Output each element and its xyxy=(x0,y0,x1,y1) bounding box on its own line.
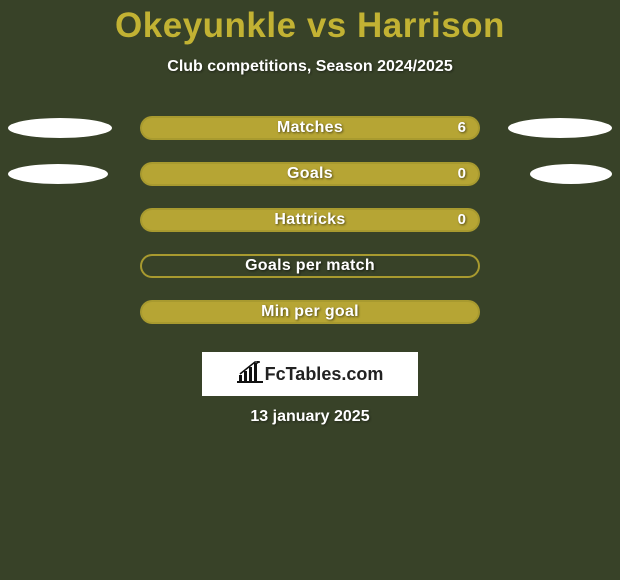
left-ellipse xyxy=(8,118,112,138)
chart-icon xyxy=(237,361,263,388)
stat-value: 0 xyxy=(458,162,466,186)
stat-row: Matches6 xyxy=(0,116,620,140)
stat-row: Goals0 xyxy=(0,162,620,186)
date-text: 13 january 2025 xyxy=(0,408,620,426)
stat-value: 0 xyxy=(458,208,466,232)
right-ellipse xyxy=(508,118,612,138)
vs-text: vs xyxy=(307,6,347,45)
left-ellipse xyxy=(8,164,108,184)
stat-row: Hattricks0 xyxy=(0,208,620,232)
right-ellipse xyxy=(530,164,612,184)
logo-box: FcTables.com xyxy=(202,352,418,396)
subtitle: Club competitions, Season 2024/2025 xyxy=(0,58,620,76)
stat-label: Goals xyxy=(140,162,480,186)
stat-value: 6 xyxy=(458,116,466,140)
page-title: Okeyunkle vs Harrison xyxy=(0,6,620,46)
stat-label: Hattricks xyxy=(140,208,480,232)
stat-row: Goals per match xyxy=(0,254,620,278)
stat-label: Matches xyxy=(140,116,480,140)
stat-label: Goals per match xyxy=(140,254,480,278)
stat-rows: Matches6Goals0Hattricks0Goals per matchM… xyxy=(0,116,620,324)
logo-inner: FcTables.com xyxy=(237,361,384,388)
stat-row: Min per goal xyxy=(0,300,620,324)
player-b-name: Harrison xyxy=(357,6,505,45)
stage: Okeyunkle vs Harrison Club competitions,… xyxy=(0,0,620,580)
stat-label: Min per goal xyxy=(140,300,480,324)
logo-text: FcTables.com xyxy=(265,364,384,385)
player-a-name: Okeyunkle xyxy=(115,6,297,45)
